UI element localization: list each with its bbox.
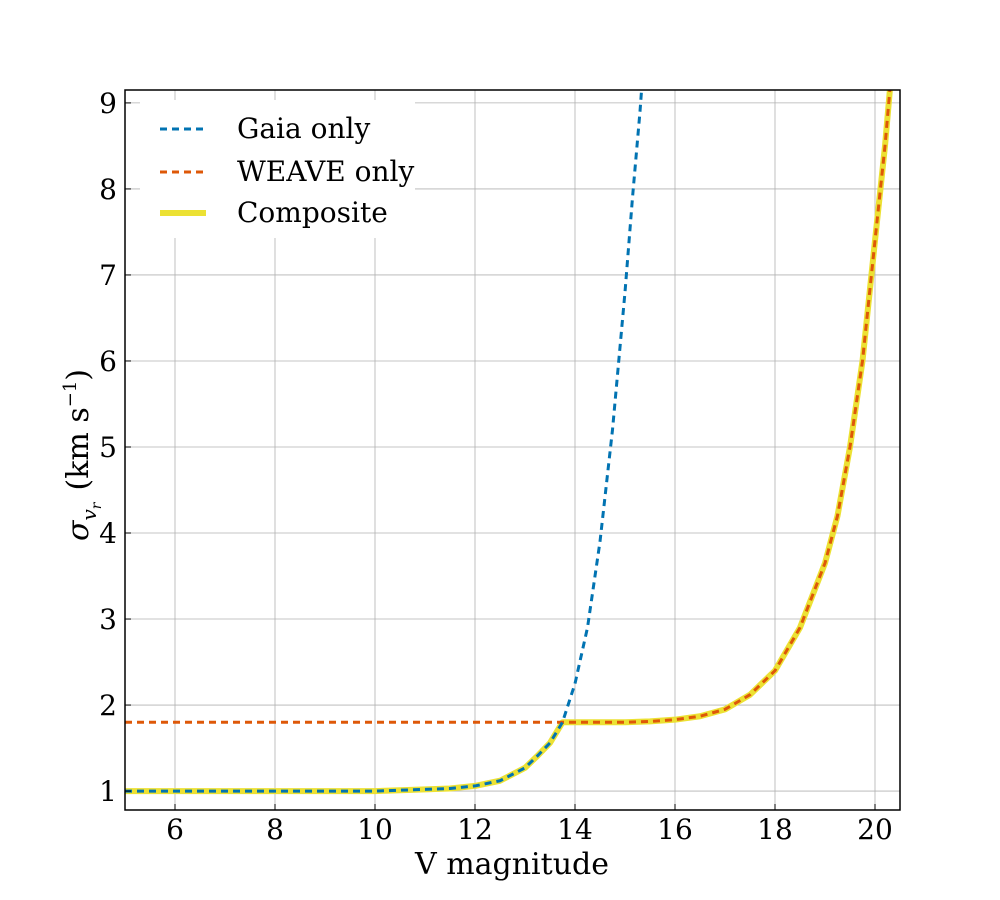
y-tick-label: 7 — [99, 259, 117, 292]
y-tick-label: 5 — [99, 431, 117, 464]
series-group — [125, 90, 893, 795]
legend-label-weave: WEAVE only — [237, 155, 414, 188]
legend: Gaia only WEAVE only Composite — [140, 100, 415, 238]
x-tick-label: 20 — [857, 813, 893, 846]
x-tick-label: 8 — [266, 813, 284, 846]
x-tick-label: 10 — [357, 813, 393, 846]
legend-label-composite: Composite — [237, 196, 388, 229]
series-gaia-only-line — [125, 90, 644, 793]
y-tick-label: 2 — [99, 689, 117, 722]
series-weave-only-line — [125, 90, 892, 724]
x-tick-label: 16 — [657, 813, 693, 846]
legend-label-gaia: Gaia only — [237, 112, 370, 145]
y-tick-label: 3 — [99, 603, 117, 636]
x-tick-label: 18 — [757, 813, 793, 846]
x-tick-label: 14 — [557, 813, 593, 846]
y-axis-label: σvr(km s−1) — [60, 369, 105, 541]
plot-frame — [124, 89, 901, 811]
y-tick-label: 8 — [99, 173, 117, 206]
x-axis-label: V magnitude — [414, 847, 609, 882]
y-tick-label: 4 — [99, 517, 117, 550]
x-tick-label: 12 — [457, 813, 493, 846]
y-tick-label: 9 — [99, 87, 117, 120]
y-tick-label: 6 — [99, 345, 117, 378]
y-tick-label: 1 — [99, 775, 117, 808]
x-tick-label: 6 — [166, 813, 184, 846]
